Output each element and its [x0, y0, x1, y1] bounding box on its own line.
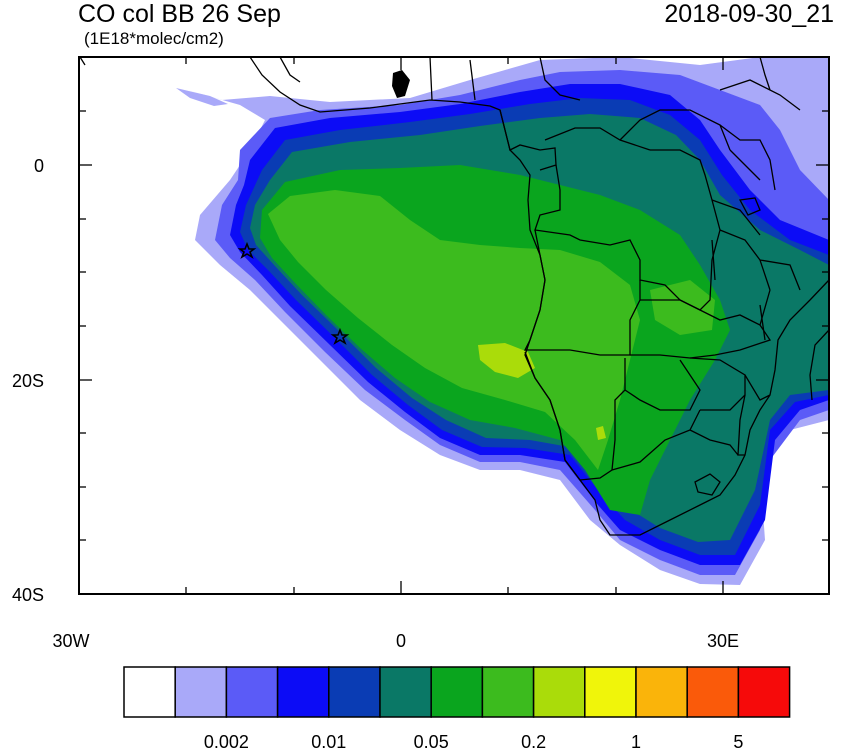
colorbar-swatch [276, 666, 330, 718]
border-nigeria [429, 57, 476, 101]
coastline-madagascar [809, 329, 829, 401]
colorbar-swatch [123, 666, 176, 718]
colorbar-swatch [635, 666, 688, 718]
star-marker-ascension [237, 241, 257, 259]
border-angola [523, 229, 641, 356]
lake-victoria [738, 197, 761, 216]
colorbar-swatch [225, 666, 279, 718]
border-south-africa [611, 409, 739, 471]
colorbar: 0.002 0.01 0.05 0.2 1 5 [123, 666, 791, 750]
border-chad-sudan [539, 57, 581, 101]
colorbar-swatch [584, 666, 637, 718]
plot-title: CO col BB 26 Sep [78, 0, 281, 28]
plume-level-light-green [268, 190, 640, 470]
star-marker-st-helena [330, 327, 350, 345]
co-plume [176, 57, 829, 585]
tick-marks [79, 57, 829, 595]
plume-level-lavender-wisp [176, 88, 228, 106]
border-zambia [630, 299, 772, 359]
border-namibia [524, 351, 626, 481]
coastline-west-africa [249, 57, 829, 536]
lake-chad-icon [392, 70, 410, 98]
colorbar-swatch [532, 666, 586, 718]
colorbar-swatch [430, 666, 484, 718]
colorbar-swatch [174, 666, 228, 718]
border-ethiopia [719, 57, 801, 111]
units-label: (1E18*molec/cm2) [84, 29, 224, 48]
border-lesotho [694, 473, 721, 496]
plume-level-yellow-green-small [596, 426, 606, 440]
star-markers [237, 241, 350, 345]
y-tick-label: 20S [12, 371, 44, 391]
coastline-north-africa [79, 57, 301, 83]
coastlines-and-borders [79, 57, 829, 536]
colorbar-label: 0.05 [414, 732, 449, 750]
border-botswana [624, 359, 701, 411]
colorbar-label: 0.2 [521, 732, 546, 750]
border-drc [534, 149, 721, 311]
colorbar-swatch [481, 666, 535, 718]
plume-level-light-green-east [650, 280, 715, 335]
colorbar-swatch [737, 666, 791, 718]
colorbar-swatch [686, 666, 740, 718]
border-cameroon [499, 109, 557, 171]
colorbar-label: 5 [733, 732, 743, 750]
plot-datetime: 2018-09-30_21 [664, 0, 834, 28]
border-south-sudan [619, 109, 731, 151]
border-zimbabwe [689, 357, 746, 411]
border-east-africa [711, 124, 801, 326]
lake-malawi [759, 304, 766, 341]
colorbar-label: 0.01 [311, 732, 346, 750]
x-tick-label: 0 [396, 631, 406, 651]
x-tick-label: 30E [707, 631, 739, 651]
border-car [544, 127, 651, 151]
lake-tanganyika [711, 239, 716, 281]
colorbar-swatch [379, 666, 432, 718]
y-tick-label: 40S [12, 585, 44, 605]
border-mozambique [737, 374, 771, 456]
colorbar-label: 0.002 [204, 732, 249, 750]
colorbar-swatch [328, 666, 381, 718]
colorbar-label: 1 [631, 732, 641, 750]
y-tick-label: 0 [34, 156, 44, 176]
x-tick-label: 30W [52, 631, 89, 651]
plume-level-yellow-green [478, 343, 535, 378]
